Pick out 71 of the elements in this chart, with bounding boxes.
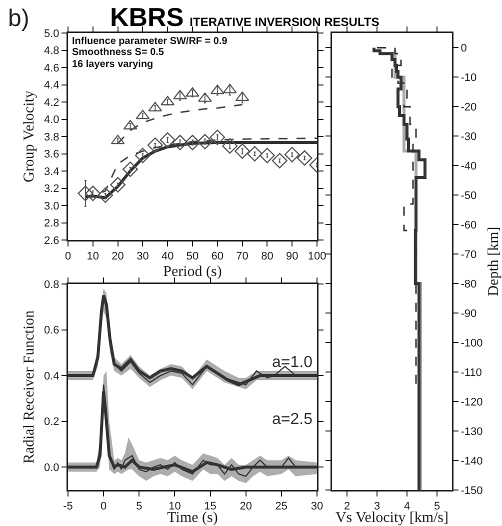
x-tick-label: 3 [374,500,380,513]
y-axis-title: Depth [km] [486,226,502,296]
x-tick-label: 5 [136,500,142,513]
y-tick-label: 4.2 [44,96,60,109]
x-tick-label: 60 [211,250,224,263]
x-tick-label: 40 [161,250,174,263]
x-tick-label: 4 [404,500,410,513]
x-axis-title: Vs Velocity [km/s] [335,510,449,526]
y-tick-label: -120 [460,396,483,408]
chart-title: KBRS [110,2,184,32]
x-tick-label: 0 [100,500,107,513]
y-tick-label: 0.2 [44,416,60,428]
x-tick-label: 50 [186,250,199,263]
annotation: a=1.0 [272,354,313,371]
x-tick-label: 20 [240,500,252,513]
y-tick-label: 5.0 [44,28,60,40]
text: b) [8,5,30,32]
chart-subtitle: ITERATIVE INVERSION RESULTS [190,15,380,29]
y-tick-label: 4.6 [44,62,60,74]
y-tick-label: 3.2 [44,183,60,196]
x-tick-label: 2 [344,500,350,513]
annotation: a=2.5 [272,411,313,428]
x-tick-label: 5 [434,500,440,513]
y-tick-label: -60 [460,220,477,232]
y-tick-label: 3.0 [44,200,60,212]
x-tick-label: 80 [261,250,274,263]
annotation: Smoothness S= 0.5 [72,47,164,58]
annotation: 16 layers varying [72,59,154,70]
y-axis-title: Radial Receiver Function [22,310,38,464]
x-tick-label: -5 [63,500,73,513]
y-tick-label: 0.0 [44,462,60,474]
y-tick-label: -50 [460,190,477,202]
y-tick-label: -10 [460,72,477,84]
y-tick-label: -130 [460,426,483,438]
x-tick-label: 100 [308,250,326,263]
y-tick-label: -90 [460,308,477,320]
y-tick-label: 2.6 [44,234,60,247]
y-tick-label: 2.8 [44,218,60,230]
y-tick-label: 0.6 [44,324,60,337]
annotation: Influence parameter SW/RF = 0.9 [72,36,228,47]
x-axis-title: Time (s) [167,510,218,526]
x-tick-label: 0 [64,250,72,263]
y-tick-label: 4.8 [44,45,60,58]
y-tick-label: -20 [460,102,477,114]
y-tick-label: 0 [460,42,467,55]
y-tick-label: 3.8 [44,131,60,144]
y-tick-label: -150 [460,484,483,497]
y-tick-label: 4.4 [44,80,60,92]
y-tick-label: -110 [460,366,482,379]
x-tick-label: 30 [310,500,324,513]
y-tick-label: 4.0 [44,114,60,126]
y-tick-label: -140 [460,455,483,468]
x-tick-label: 15 [204,500,216,513]
y-tick-label: -70 [460,248,477,261]
y-tick-label: -80 [460,278,477,290]
x-tick-label: 90 [286,250,298,263]
x-axis-title: Period (s) [163,264,222,280]
y-tick-label: 0.8 [44,278,60,291]
x-tick-label: 25 [275,500,288,513]
x-tick-label: 20 [112,250,124,263]
x-tick-label: 10 [86,250,100,263]
x-tick-label: 30 [136,250,149,263]
x-tick-label: 70 [236,250,248,263]
y-tick-label: 3.6 [44,148,60,161]
y-tick-label: -30 [460,131,477,144]
y-tick-label: -100 [460,337,483,350]
x-tick-label: 10 [168,500,181,513]
y-tick-label: 0.4 [44,370,60,382]
y-tick-label: 3.4 [44,166,60,178]
y-axis-title: Group Velocity [22,90,38,182]
y-tick-label: -40 [460,160,477,173]
